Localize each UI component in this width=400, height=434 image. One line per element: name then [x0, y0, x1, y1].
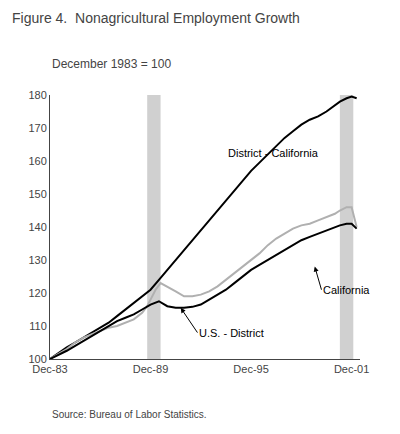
- svg-text:100: 100: [28, 353, 46, 365]
- svg-text:160: 160: [28, 155, 46, 167]
- svg-text:December 1983 = 100: December 1983 = 100: [52, 57, 171, 71]
- svg-text:Dec-89: Dec-89: [133, 363, 168, 375]
- svg-text:Figure 4. Nonagricultural Emp: Figure 4. Nonagricultural Employment Gro…: [12, 10, 300, 26]
- svg-text:Dec-83: Dec-83: [32, 363, 67, 375]
- svg-text:180: 180: [28, 89, 46, 101]
- svg-text:Dec-01: Dec-01: [334, 363, 369, 375]
- svg-text:Source: Bureau of Labor Statis: Source: Bureau of Labor Statistics.: [52, 409, 207, 420]
- svg-text:110: 110: [29, 320, 47, 332]
- svg-text:130: 130: [28, 254, 46, 266]
- svg-text:Dec-95: Dec-95: [233, 363, 268, 375]
- svg-text:170: 170: [28, 122, 46, 134]
- svg-text:District - California: District - California: [228, 147, 319, 159]
- svg-text:120: 120: [28, 287, 46, 299]
- svg-text:California: California: [323, 284, 370, 296]
- svg-text:150: 150: [28, 188, 46, 200]
- svg-text:140: 140: [28, 221, 46, 233]
- svg-text:U.S. - District: U.S. - District: [199, 327, 264, 339]
